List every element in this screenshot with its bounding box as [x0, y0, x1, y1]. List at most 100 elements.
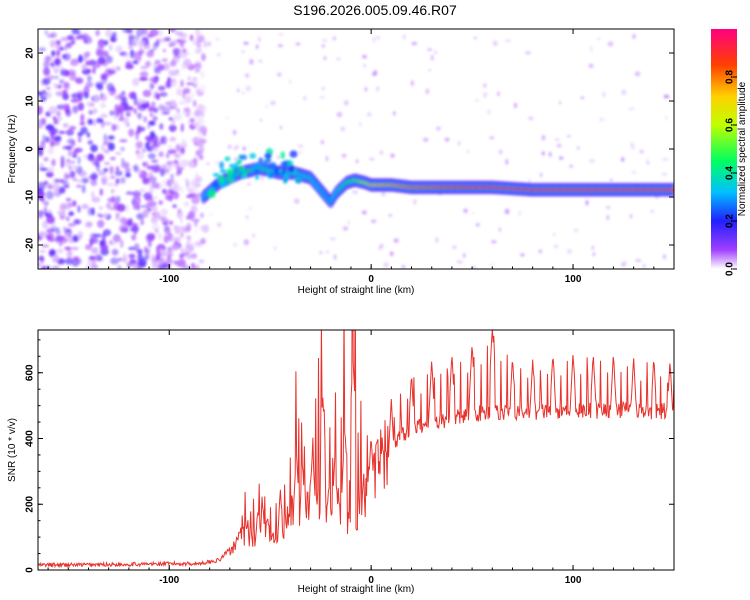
heatmap-noise-cell: [107, 197, 117, 204]
heatmap-noise-cell: [173, 190, 179, 200]
heatmap-ylabel: Frequency (Hz): [7, 115, 18, 184]
heatmap-noise-cell: [122, 52, 132, 59]
heatmap-noise-cell: [42, 77, 51, 85]
heatmap-noise-cell: [89, 241, 93, 247]
heatmap-noise-cell: [215, 160, 219, 165]
heatmap-noise-cell: [77, 230, 83, 240]
heatmap-noise-cell: [42, 220, 48, 229]
heatmap-noise-cell: [111, 124, 117, 132]
snr-series-line: [38, 330, 674, 569]
heatmap-ridge-cell: [264, 152, 272, 159]
heatmap-noise-cell: [142, 148, 146, 154]
heatmap-noise-cell: [137, 102, 141, 110]
heatmap-noise-cell: [88, 110, 94, 115]
heatmap-noise-cell: [84, 68, 92, 73]
heatmap-noise-cell: [322, 38, 328, 43]
heatmap-noise-cell: [112, 31, 117, 37]
heatmap-noise-cell: [121, 96, 128, 105]
heatmap-noise-cell: [390, 153, 395, 158]
snr-ytick-label: 200: [25, 495, 36, 512]
heatmap-xtick-label: 0: [368, 274, 374, 285]
heatmap-noise-cell: [76, 184, 82, 188]
snr-xtick-label: 100: [565, 575, 582, 586]
snr-ytick-label: 600: [25, 364, 36, 381]
heatmap-noise-cell: [246, 183, 252, 186]
heatmap-noise-cell: [45, 124, 55, 131]
heatmap-noise-cell: [56, 235, 65, 242]
heatmap-noise-cell: [194, 48, 202, 54]
heatmap-noise-cell: [62, 182, 70, 187]
heatmap-noise-cell: [319, 251, 323, 255]
heatmap-noise-cell: [168, 124, 177, 132]
heatmap-noise-cell: [102, 213, 109, 218]
heatmap-noise-cell: [185, 242, 190, 249]
heatmap-noise-cell: [172, 48, 181, 56]
heatmap-noise-cell: [84, 221, 93, 228]
heatmap-noise-cell: [541, 134, 546, 141]
heatmap-ridge-cell: [239, 154, 248, 161]
heatmap-noise-cell: [179, 253, 185, 259]
heatmap-noise-cell: [79, 121, 86, 126]
heatmap-noise-cell: [94, 237, 99, 244]
heatmap-noise-cell: [151, 224, 160, 230]
heatmap-noise-cell: [85, 61, 91, 66]
heatmap-noise-cell: [513, 102, 518, 109]
heatmap-ridge-cell: [211, 180, 219, 188]
heatmap-noise-cell: [140, 65, 149, 70]
heatmap-noise-cell: [157, 243, 165, 249]
heatmap-noise-cell: [77, 102, 85, 111]
heatmap-noise-cell: [78, 136, 82, 143]
heatmap-noise-cell: [186, 256, 194, 260]
colorbar: [711, 29, 737, 269]
heatmap-noise-cell: [146, 50, 154, 58]
heatmap-noise-cell: [140, 219, 145, 226]
heatmap-noise-cell: [151, 261, 159, 269]
heatmap-noise-cell: [191, 38, 197, 46]
heatmap-noise-cell: [525, 51, 531, 55]
heatmap-noise-cell: [156, 64, 165, 71]
heatmap-noise-cell: [352, 190, 359, 195]
heatmap-ridge-cell: [280, 151, 286, 160]
heatmap-noise-cell: [158, 200, 163, 205]
heatmap-noise-cell: [40, 197, 45, 202]
heatmap-noise-cell: [199, 212, 204, 219]
heatmap-noise-cell: [632, 34, 636, 39]
heatmap-noise-cell: [186, 194, 193, 199]
heatmap-ridge-cell: [269, 162, 277, 170]
heatmap-noise-cell: [116, 203, 126, 212]
heatmap-noise-cell: [56, 84, 63, 89]
heatmap-noise-cell: [278, 33, 284, 36]
heatmap-noise-cell: [243, 239, 250, 246]
heatmap-noise-cell: [558, 101, 562, 105]
heatmap-noise-cell: [232, 243, 238, 247]
heatmap-noise-cell: [131, 234, 137, 241]
heatmap-ridge-cell: [263, 159, 268, 168]
heatmap-noise-cell: [609, 178, 613, 182]
heatmap-noise-cell: [143, 246, 148, 253]
heatmap-ridge-cell: [295, 179, 302, 184]
heatmap-noise-cell: [67, 223, 76, 227]
heatmap-noise-cell: [75, 179, 83, 183]
heatmap-noise-cell: [183, 143, 188, 148]
heatmap-noise-cell: [56, 248, 64, 254]
heatmap-noise-cell: [169, 235, 177, 243]
heatmap-noise-cell: [132, 52, 141, 61]
heatmap-noise-cell: [187, 76, 192, 81]
heatmap-noise-cell: [98, 206, 104, 210]
heatmap-noise-cell: [113, 111, 118, 121]
heatmap-noise-cell: [153, 78, 158, 84]
heatmap-noise-cell: [45, 182, 52, 187]
heatmap-noise-cell: [182, 251, 190, 257]
heatmap-noise-cell: [630, 142, 634, 147]
heatmap-noise-cell: [43, 157, 49, 162]
heatmap-noise-cell: [433, 50, 438, 55]
heatmap-ridge-cell: [280, 161, 289, 168]
heatmap-noise-cell: [193, 157, 198, 163]
heatmap-noise-cell: [491, 263, 494, 266]
heatmap-noise-cell: [138, 171, 143, 176]
heatmap-noise-cell: [232, 129, 237, 136]
heatmap-xlabel: Height of straight line (km): [298, 285, 415, 296]
heatmap-noise-cell: [181, 90, 186, 99]
heatmap-noise-cell: [194, 69, 200, 73]
heatmap-noise-cell: [107, 142, 115, 151]
